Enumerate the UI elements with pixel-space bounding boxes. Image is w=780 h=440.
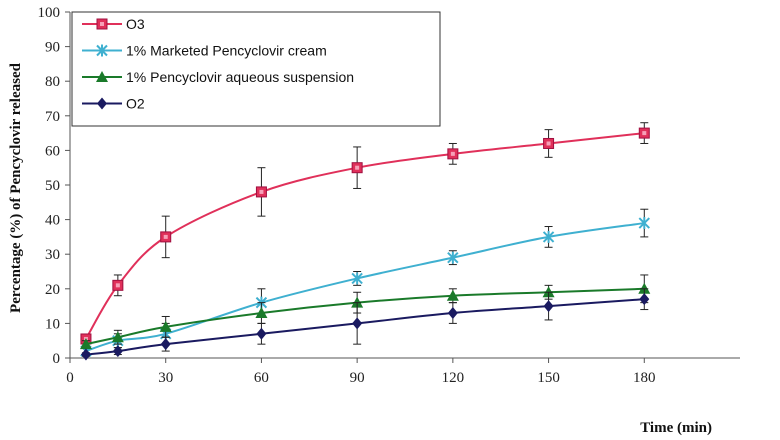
legend-marker — [97, 97, 107, 110]
data-point — [447, 251, 459, 264]
legend-item-1: O3 — [82, 16, 145, 32]
data-point — [447, 307, 458, 320]
legend-label: 1% Marketed Pencyclovir cream — [126, 43, 327, 59]
y-tick-label: 50 — [45, 178, 60, 194]
x-tick-label: 120 — [442, 370, 465, 386]
data-point — [160, 338, 171, 351]
legend-label: 1% Pencyclovir aqueous suspension — [126, 69, 354, 85]
axes — [65, 11, 740, 363]
series-line — [85, 132, 645, 340]
data-point-inner — [546, 141, 551, 146]
data-point-inner — [450, 151, 455, 156]
data-point — [80, 348, 91, 361]
data-point — [256, 327, 267, 340]
y-tick-label: 70 — [45, 109, 60, 125]
x-tick-label: 180 — [633, 370, 656, 386]
y-tick-label: 20 — [45, 282, 60, 298]
legend-label: O2 — [126, 96, 145, 112]
data-point-inner — [355, 165, 360, 170]
x-tick-label: 30 — [158, 370, 173, 386]
data-point — [351, 272, 363, 285]
y-tick-label: 100 — [38, 5, 61, 21]
legend-label: O3 — [126, 16, 145, 32]
legend-item-3: 1% Pencyclovir aqueous suspension — [82, 69, 354, 85]
tick-labels: 0 10 20 30 40 50 60 70 80 90 100 0 30 60 90 120 150 180 — [38, 5, 656, 386]
data-point-inner — [163, 234, 168, 239]
data-point — [638, 217, 650, 230]
data-point-inner — [259, 189, 264, 194]
plot-area — [79, 122, 651, 361]
x-tick-label: 60 — [254, 370, 269, 386]
legend-item-4: O2 — [82, 96, 145, 112]
data-point — [446, 289, 459, 301]
y-tick-label: 10 — [45, 316, 60, 332]
series-line — [85, 222, 645, 353]
y-tick-label: 30 — [45, 247, 60, 263]
y-tick-label: 90 — [45, 40, 60, 56]
data-point — [111, 331, 124, 343]
legend: O3 1% Marketed Pencyclovir cream 1% Pencyc… — [71, 11, 441, 127]
x-tick-label: 150 — [537, 370, 560, 386]
data-point — [79, 338, 92, 350]
legend-item-2: 1% Marketed Pencyclovir cream — [82, 43, 327, 59]
y-tick-label: 80 — [45, 74, 60, 90]
y-tick-label: 60 — [45, 143, 60, 159]
legend-marker — [96, 71, 108, 82]
legend-box — [71, 11, 441, 127]
data-point — [639, 293, 650, 306]
data-point — [255, 307, 268, 319]
x-tick-label: 90 — [350, 370, 365, 386]
y-axis-title: Percentage (%) of Pencyclovir released — [8, 62, 24, 313]
data-point — [352, 317, 363, 330]
legend-marker-inner — [100, 22, 104, 26]
data-point-inner — [642, 131, 647, 136]
data-point — [542, 230, 555, 243]
series-4 — [80, 288, 650, 361]
x-axis-title: Time (min) — [640, 420, 712, 436]
series-3 — [79, 274, 651, 350]
x-tick-label: 0 — [66, 370, 74, 386]
data-point — [112, 345, 123, 358]
data-point — [543, 300, 554, 313]
legend-marker — [96, 44, 108, 57]
y-tick-label: 40 — [45, 213, 60, 229]
data-point — [159, 320, 172, 332]
data-point-inner — [115, 283, 120, 288]
y-tick-label: 0 — [53, 351, 61, 367]
